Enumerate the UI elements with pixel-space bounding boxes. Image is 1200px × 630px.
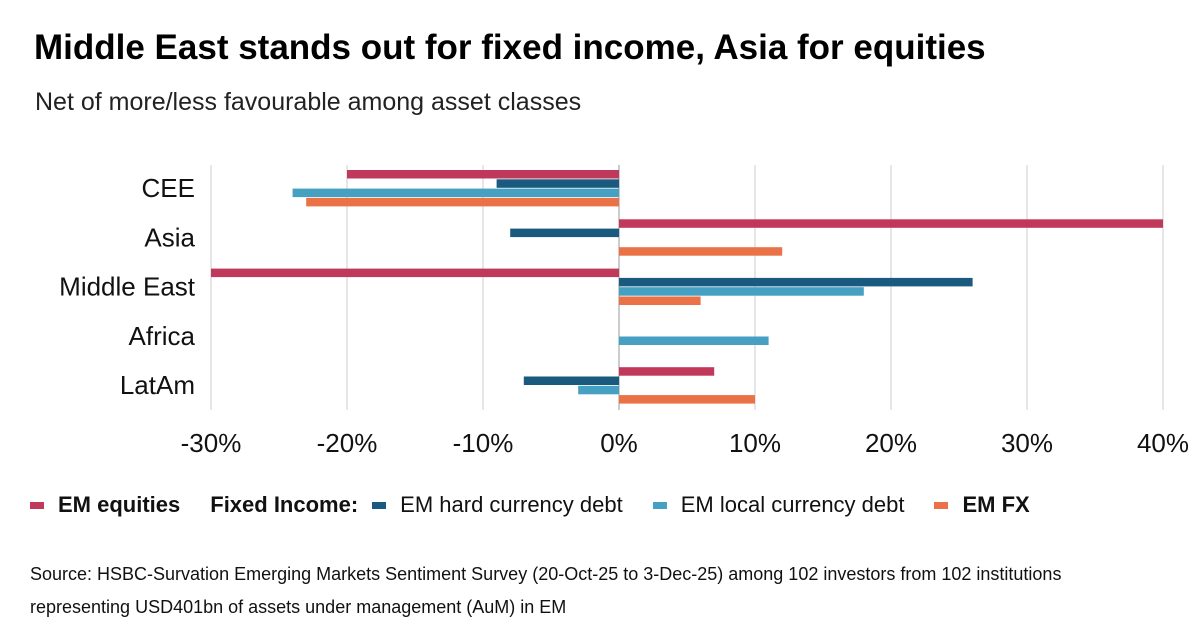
bar-em-equities	[347, 170, 619, 179]
legend-label: EM local currency debt	[680, 492, 905, 517]
bar-em-local-currency-debt	[578, 385, 619, 395]
bar-em-equities	[619, 219, 1163, 228]
legend-swatch	[372, 501, 387, 509]
legend-swatch	[934, 501, 949, 509]
x-tick-label: 10%	[729, 428, 781, 458]
y-category-label: Middle East	[59, 272, 196, 302]
bar-em-hard-currency-debt	[523, 376, 619, 385]
legend-item-fx: EM FX	[934, 492, 1030, 518]
source-note: Source: HSBC-Survation Emerging Markets …	[30, 564, 1062, 617]
chart-title: Middle East stands out for fixed income,…	[34, 28, 986, 67]
x-tick-label: -30%	[181, 428, 242, 458]
bar-em-hard-currency-debt	[510, 228, 619, 238]
chart-subtitle: Net of more/less favourable among asset …	[35, 88, 582, 116]
legend-label: EM hard currency debt	[400, 492, 623, 517]
y-category-label: LatAm	[120, 370, 195, 400]
legend-label: EM FX	[962, 492, 1030, 517]
x-tick-label: 40%	[1137, 428, 1189, 458]
legend-group-label: Fixed Income:	[210, 492, 359, 517]
bar-em-fx	[619, 296, 701, 305]
bar-chart: -30% -20% -10% 0% 10% 20% 30% 40% CEE Asia Middle …	[59, 165, 1189, 458]
legend-item-local: EM local currency debt	[652, 492, 905, 518]
y-category-label: Africa	[129, 321, 196, 351]
bar-em-fx	[619, 247, 783, 256]
bar-em-local-currency-debt	[292, 188, 619, 198]
legend: EM equities Fixed Income: EM hard curren…	[30, 492, 1060, 518]
bar-em-local-currency-debt	[619, 287, 864, 296]
x-tick-label: 30%	[1001, 428, 1053, 458]
bar-em-local-currency-debt	[619, 336, 769, 345]
bar-em-equities	[619, 367, 715, 376]
x-tick-label: -20%	[317, 428, 378, 458]
x-tick-label: 20%	[865, 428, 917, 458]
legend-swatch	[30, 501, 44, 509]
legend-item-hard: Fixed Income: EM hard currency debt	[210, 492, 622, 518]
y-category-label: CEE	[142, 173, 195, 203]
legend-label: EM equities	[58, 492, 181, 517]
bar-em-hard-currency-debt	[619, 277, 973, 287]
bar-em-equities	[211, 268, 619, 278]
x-tick-label: -10%	[453, 428, 514, 458]
bar-em-fx	[306, 197, 619, 207]
legend-item-equities: EM equities	[30, 492, 180, 518]
y-category-label: Asia	[144, 222, 195, 252]
bar-em-fx	[619, 395, 755, 404]
x-tick-label: 0%	[600, 428, 638, 458]
bar-em-hard-currency-debt	[496, 179, 619, 188]
legend-swatch	[652, 501, 667, 509]
